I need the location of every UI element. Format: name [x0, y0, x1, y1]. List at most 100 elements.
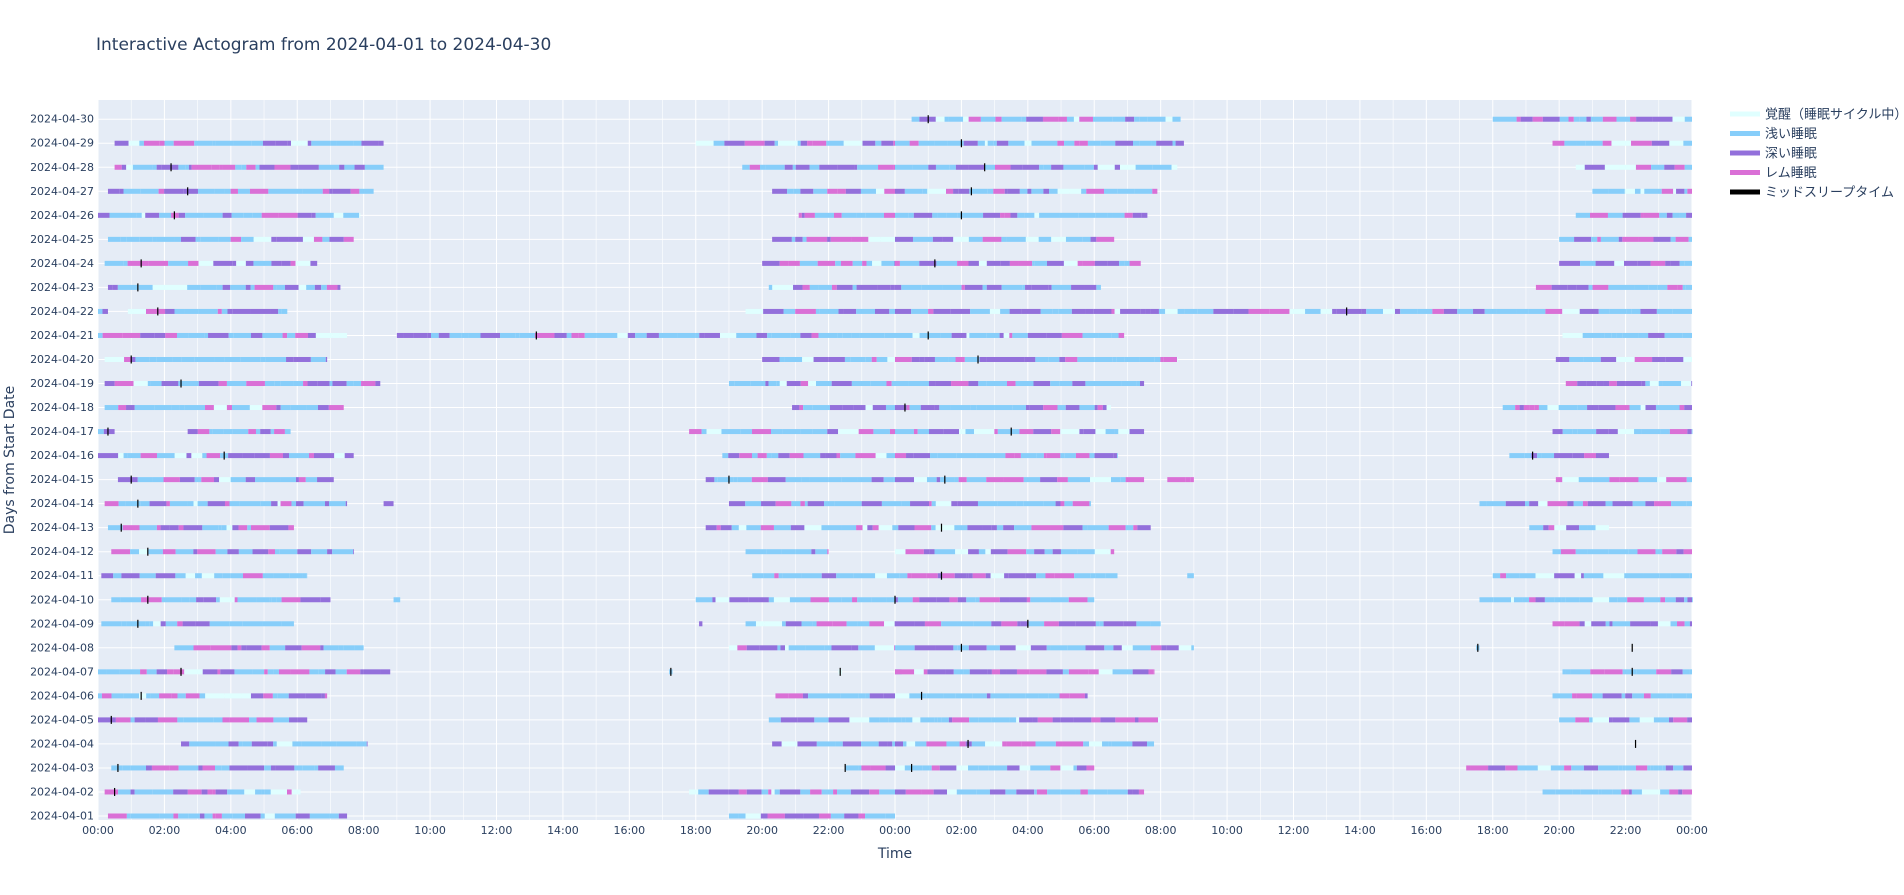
sleep-segment-light[interactable]: [264, 765, 271, 771]
sleep-segment-deep[interactable]: [1132, 789, 1139, 795]
sleep-segment-rem[interactable]: [870, 765, 886, 771]
sleep-segment-light[interactable]: [1074, 573, 1091, 579]
sleep-segment-deep[interactable]: [317, 381, 330, 387]
sleep-segment-rem[interactable]: [1615, 405, 1630, 411]
sleep-segment-deep[interactable]: [881, 140, 894, 146]
sleep-segment-light[interactable]: [1688, 236, 1692, 242]
sleep-segment-wake[interactable]: [270, 789, 287, 795]
sleep-segment-deep[interactable]: [480, 332, 501, 338]
sleep-segment-wake[interactable]: [843, 140, 863, 146]
sleep-segment-rem[interactable]: [124, 356, 132, 362]
sleep-segment-light[interactable]: [1095, 621, 1100, 627]
sleep-segment-deep[interactable]: [1574, 236, 1592, 242]
sleep-segment-deep[interactable]: [894, 260, 896, 266]
sleep-segment-rem[interactable]: [177, 621, 183, 627]
sleep-segment-light[interactable]: [943, 693, 956, 699]
sleep-segment-deep[interactable]: [198, 381, 219, 387]
sleep-segment-rem[interactable]: [1677, 284, 1683, 290]
sleep-segment-deep[interactable]: [161, 381, 179, 387]
sleep-segment-wake[interactable]: [1171, 164, 1178, 170]
sleep-segment-deep[interactable]: [1071, 284, 1085, 290]
sleep-segment-light[interactable]: [270, 429, 275, 435]
sleep-segment-light[interactable]: [1001, 284, 1023, 290]
sleep-segment-wake[interactable]: [153, 621, 161, 627]
sleep-segment-deep[interactable]: [114, 140, 129, 146]
sleep-segment-deep[interactable]: [1552, 429, 1563, 435]
sleep-segment-deep[interactable]: [1025, 573, 1037, 579]
sleep-segment-light[interactable]: [1036, 453, 1044, 459]
sleep-segment-deep[interactable]: [764, 140, 775, 146]
sleep-segment-deep[interactable]: [1034, 549, 1045, 555]
sleep-segment-light[interactable]: [1094, 356, 1113, 362]
sleep-segment-light[interactable]: [814, 717, 829, 723]
sleep-segment-light[interactable]: [816, 741, 836, 747]
sleep-segment-deep[interactable]: [831, 645, 852, 651]
sleep-segment-rem[interactable]: [1006, 381, 1016, 387]
sleep-segment-deep[interactable]: [844, 813, 859, 819]
sleep-segment-rem[interactable]: [313, 236, 323, 242]
sleep-segment-light[interactable]: [1653, 765, 1659, 771]
sleep-segment-deep[interactable]: [1595, 453, 1603, 459]
sleep-segment-light[interactable]: [818, 284, 832, 290]
sleep-segment-light[interactable]: [1104, 188, 1118, 194]
sleep-segment-light[interactable]: [98, 429, 104, 435]
sleep-segment-deep[interactable]: [1017, 621, 1021, 627]
sleep-segment-light[interactable]: [1062, 669, 1069, 675]
sleep-segment-light[interactable]: [281, 621, 294, 627]
sleep-segment-light[interactable]: [1650, 693, 1667, 699]
sleep-segment-light[interactable]: [1087, 789, 1108, 795]
sleep-segment-rem[interactable]: [1133, 525, 1138, 531]
sleep-segment-light[interactable]: [940, 477, 955, 483]
sleep-segment-rem[interactable]: [1564, 621, 1580, 627]
sleep-segment-light[interactable]: [698, 789, 709, 795]
sleep-segment-light[interactable]: [800, 429, 813, 435]
sleep-segment-deep[interactable]: [173, 789, 188, 795]
sleep-segment-light[interactable]: [1609, 308, 1627, 314]
sleep-segment-rem[interactable]: [246, 381, 265, 387]
sleep-segment-deep[interactable]: [1063, 525, 1083, 531]
sleep-segment-deep[interactable]: [339, 164, 345, 170]
sleep-segment-light[interactable]: [306, 284, 315, 290]
sleep-segment-deep[interactable]: [164, 188, 184, 194]
sleep-segment-deep[interactable]: [1641, 381, 1646, 387]
sleep-segment-light[interactable]: [814, 212, 834, 218]
sleep-segment-deep[interactable]: [1684, 405, 1692, 411]
sleep-segment-light[interactable]: [738, 813, 746, 819]
sleep-segment-light[interactable]: [294, 765, 303, 771]
sleep-segment-light[interactable]: [870, 332, 885, 338]
sleep-segment-light[interactable]: [884, 332, 895, 338]
sleep-segment-rem[interactable]: [222, 164, 236, 170]
sleep-segment-deep[interactable]: [1586, 381, 1597, 387]
sleep-segment-light[interactable]: [1579, 525, 1588, 531]
sleep-segment-light[interactable]: [1079, 477, 1091, 483]
sleep-segment-light[interactable]: [359, 188, 365, 194]
sleep-segment-rem[interactable]: [1535, 284, 1552, 290]
sleep-segment-light[interactable]: [837, 789, 851, 795]
sleep-segment-light[interactable]: [942, 284, 962, 290]
sleep-segment-rem[interactable]: [914, 525, 932, 531]
sleep-segment-light[interactable]: [853, 573, 863, 579]
sleep-segment-deep[interactable]: [269, 525, 289, 531]
sleep-segment-deep[interactable]: [883, 693, 895, 699]
sleep-segment-rem[interactable]: [1555, 477, 1563, 483]
sleep-segment-deep[interactable]: [1584, 164, 1605, 170]
sleep-segment-light[interactable]: [1107, 212, 1113, 218]
sleep-segment-light[interactable]: [1067, 477, 1080, 483]
sleep-segment-deep[interactable]: [827, 236, 831, 242]
sleep-segment-rem[interactable]: [1666, 477, 1687, 483]
sleep-segment-rem[interactable]: [1003, 477, 1024, 483]
sleep-segment-light[interactable]: [1111, 332, 1119, 338]
sleep-segment-rem[interactable]: [872, 525, 879, 531]
sleep-segment-light[interactable]: [199, 693, 206, 699]
sleep-segment-light[interactable]: [318, 669, 326, 675]
sleep-segment-light[interactable]: [1572, 789, 1581, 795]
sleep-segment-light[interactable]: [1124, 260, 1130, 266]
sleep-segment-rem[interactable]: [262, 405, 277, 411]
sleep-segment-light[interactable]: [306, 573, 308, 579]
sleep-segment-deep[interactable]: [801, 212, 805, 218]
sleep-segment-rem[interactable]: [1565, 381, 1578, 387]
sleep-segment-light[interactable]: [893, 477, 895, 483]
sleep-segment-light[interactable]: [154, 405, 172, 411]
sleep-segment-light[interactable]: [230, 477, 246, 483]
sleep-segment-light[interactable]: [766, 549, 782, 555]
